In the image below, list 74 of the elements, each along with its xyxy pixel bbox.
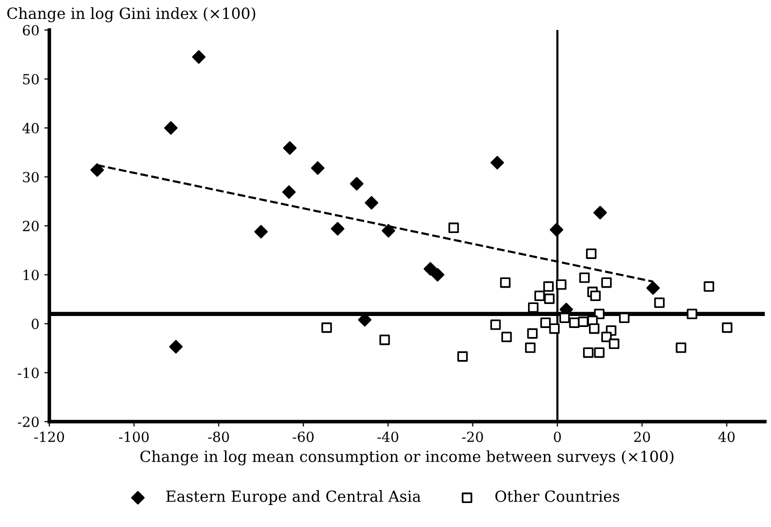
x-tick-label: 0 — [554, 432, 561, 442]
y-tick-label: -10 — [18, 368, 39, 378]
point — [593, 206, 607, 220]
y-tick-label: 60 — [22, 25, 39, 36]
point — [594, 308, 605, 320]
point — [424, 262, 438, 276]
point — [330, 222, 344, 236]
point — [501, 332, 512, 342]
point — [527, 328, 538, 339]
point — [569, 318, 580, 328]
y-tick-label: 50 — [23, 74, 39, 84]
point — [430, 268, 444, 282]
point — [254, 224, 268, 238]
point — [282, 185, 296, 199]
point — [164, 121, 178, 135]
point — [457, 351, 468, 362]
point — [382, 224, 396, 238]
legend-label: Other Countries — [495, 490, 620, 502]
x-tick-label: 40 — [718, 432, 735, 442]
y-tick-label: 40 — [22, 122, 39, 134]
x-tick-label: -20 — [462, 432, 483, 442]
point — [586, 248, 596, 259]
legend-label: Eastern Europe and Central Asia — [166, 490, 421, 505]
point — [594, 347, 605, 358]
y-axis-title: Change in log Gini index (×100) — [7, 7, 256, 22]
y-tick-label: 20 — [22, 220, 39, 232]
x-tick-label: 20 — [634, 432, 650, 442]
point — [544, 294, 555, 304]
point — [448, 222, 459, 234]
point — [654, 297, 665, 308]
x-tick-label: -40 — [377, 432, 398, 442]
x-tick-label: -60 — [292, 432, 314, 442]
point — [704, 281, 714, 292]
point — [601, 332, 612, 342]
point — [601, 277, 612, 288]
point — [588, 323, 600, 334]
point — [549, 323, 560, 334]
point — [583, 347, 594, 358]
point — [90, 163, 104, 177]
point — [540, 318, 551, 328]
x-tick-label: -100 — [119, 432, 149, 442]
y-tick-label: -20 — [18, 416, 39, 428]
point — [525, 342, 536, 353]
y-tick-label: 10 — [24, 270, 39, 280]
point — [311, 161, 324, 175]
x-tick-label: -80 — [208, 432, 229, 442]
point — [556, 279, 566, 290]
y-tick-label: 0 — [32, 318, 39, 330]
point — [550, 223, 564, 236]
x-tick-label: -120 — [34, 432, 64, 442]
y-tick-label: 30 — [23, 172, 39, 182]
point — [490, 319, 501, 330]
point — [528, 302, 538, 313]
point — [283, 141, 297, 155]
point — [321, 322, 332, 333]
point — [534, 290, 545, 302]
point — [364, 196, 378, 210]
point — [590, 290, 601, 302]
point — [722, 322, 732, 333]
point — [169, 340, 183, 354]
point — [379, 334, 390, 346]
point — [192, 50, 206, 64]
point — [490, 156, 504, 170]
point — [646, 281, 660, 295]
point — [608, 338, 620, 350]
point — [500, 277, 511, 288]
point — [579, 272, 590, 283]
point — [676, 342, 686, 353]
point — [543, 281, 554, 292]
x-axis-title: Change in log mean consumption or income between surveys (×100) — [140, 450, 674, 466]
point — [686, 308, 698, 320]
point — [619, 312, 630, 324]
point — [559, 312, 570, 324]
point — [350, 177, 364, 190]
